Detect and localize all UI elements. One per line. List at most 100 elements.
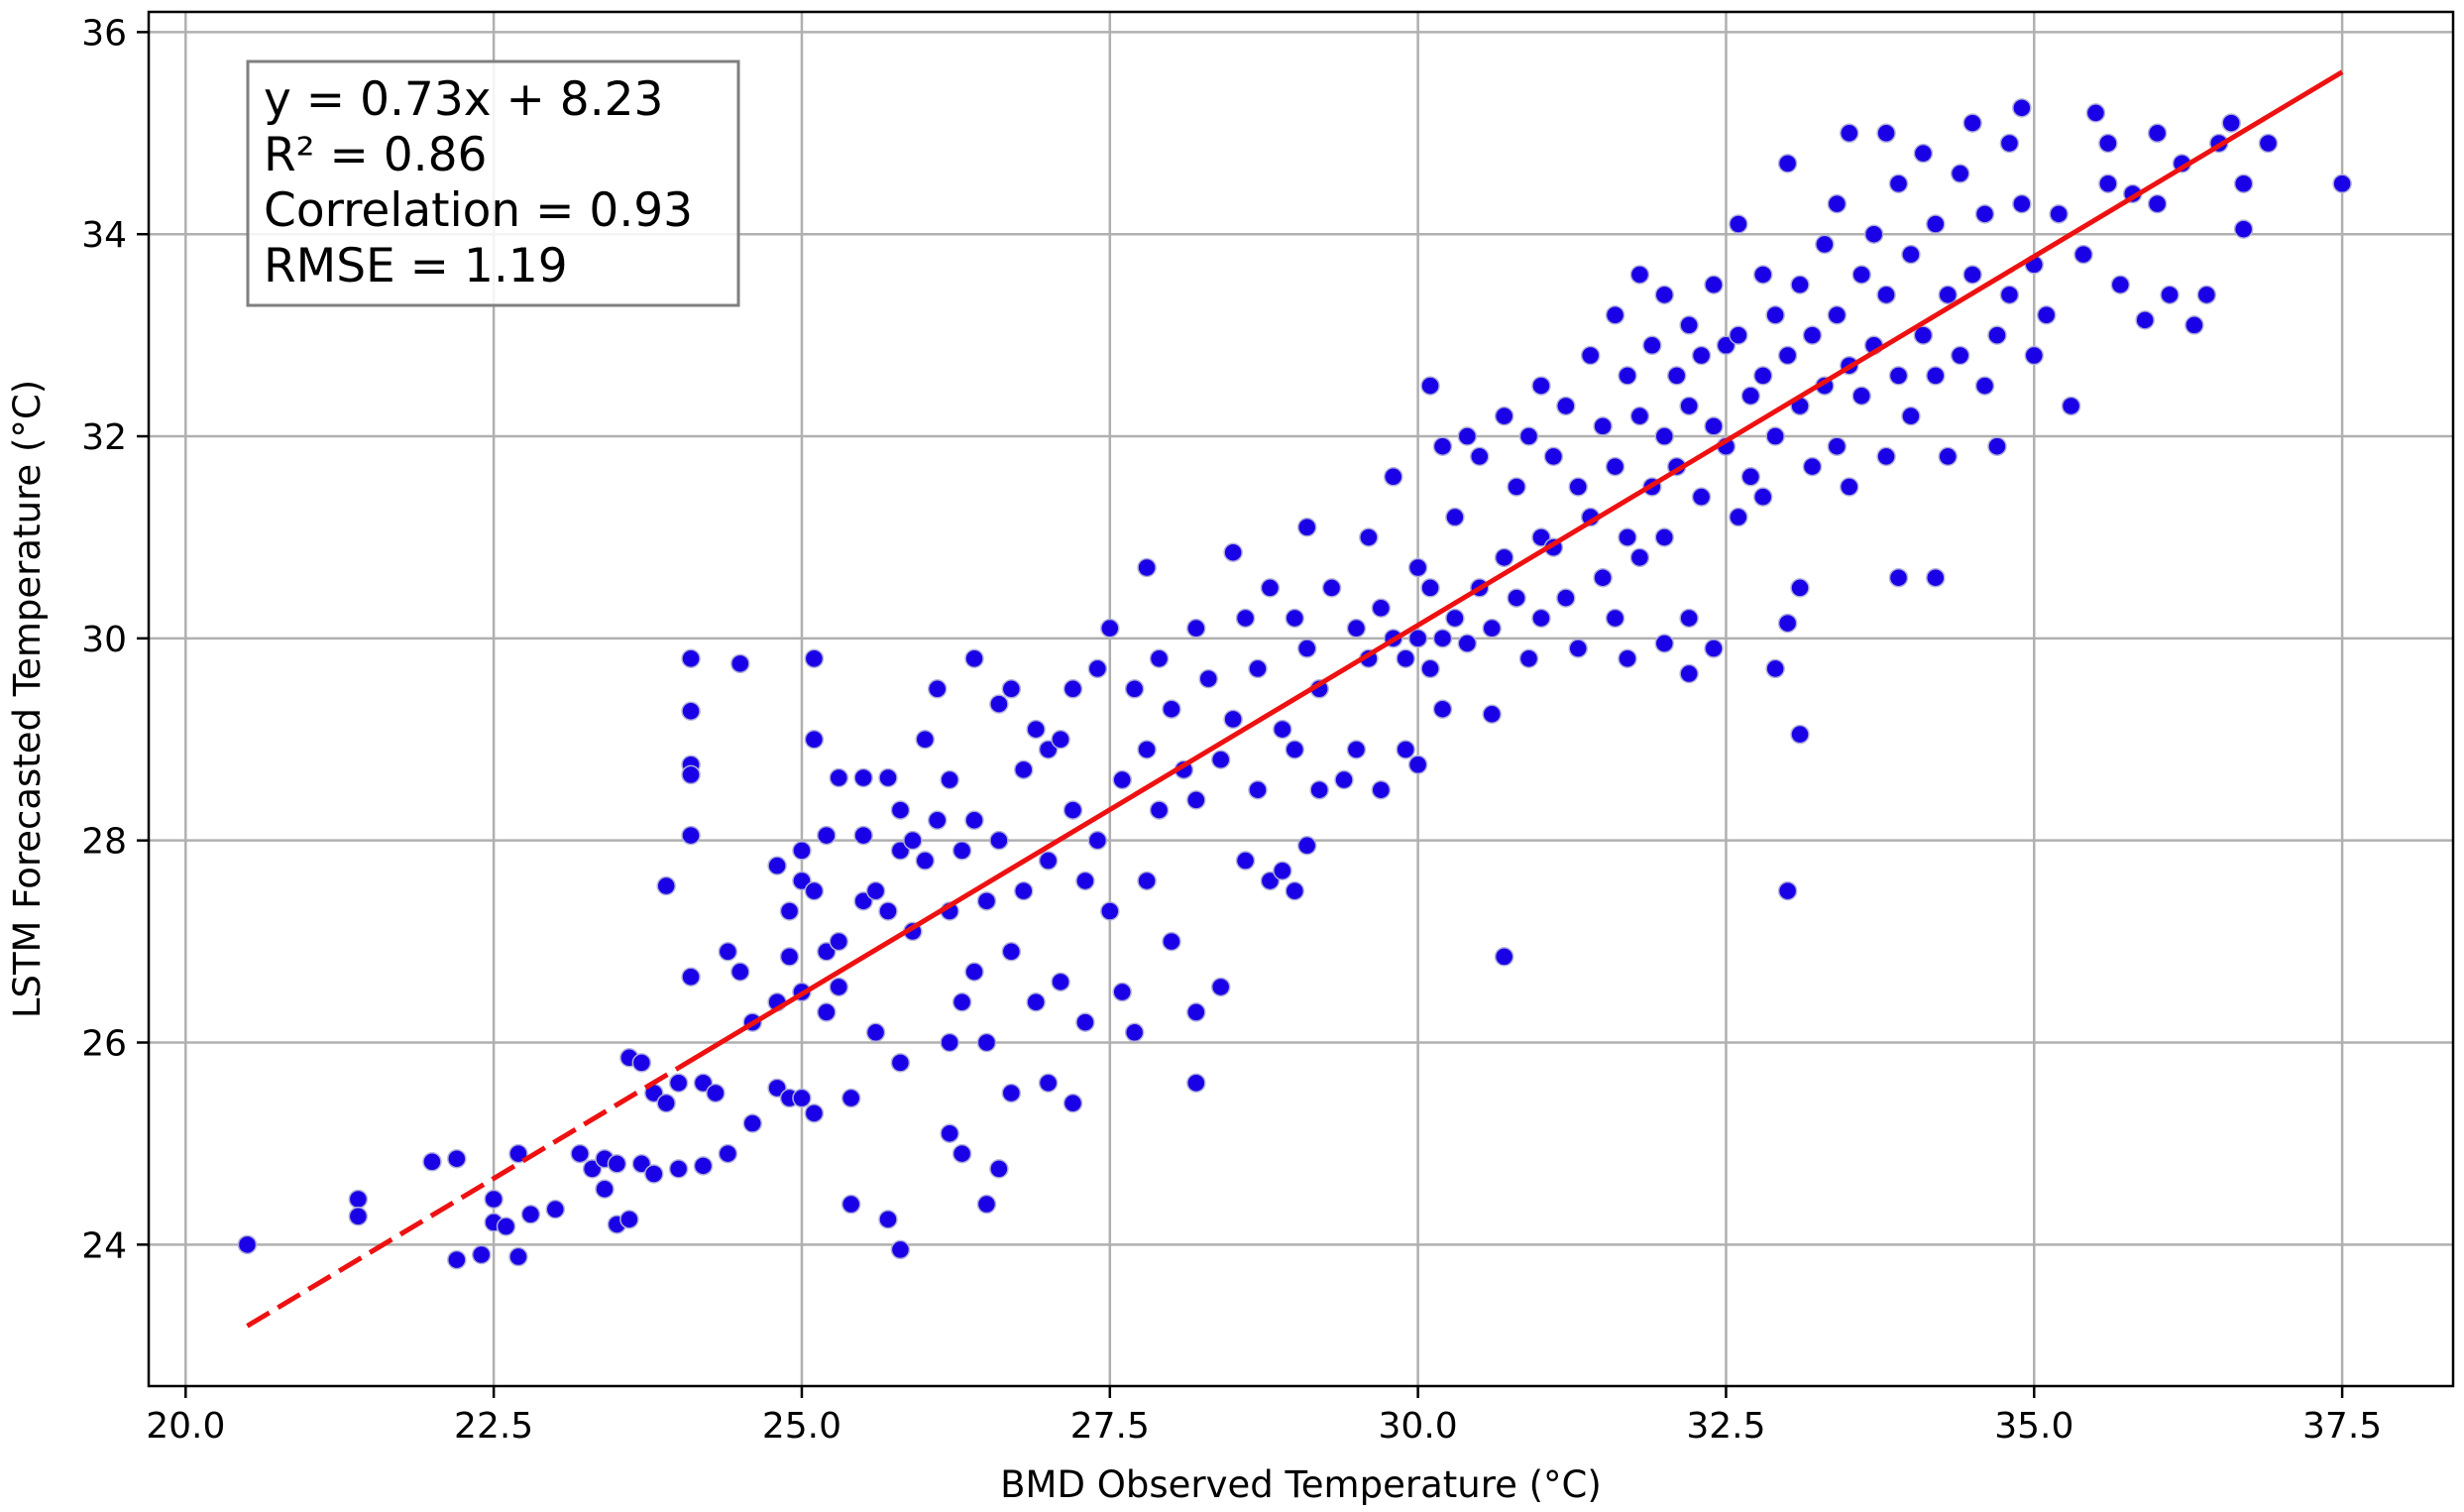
data-point xyxy=(1518,426,1539,446)
x-tick-label: 30.0 xyxy=(1379,1406,1458,1447)
data-point xyxy=(1494,547,1514,568)
data-point xyxy=(1100,901,1120,921)
data-point xyxy=(1851,386,1871,407)
data-point xyxy=(681,764,701,785)
data-point xyxy=(1876,446,1896,467)
data-point xyxy=(1851,265,1871,285)
data-point xyxy=(1001,679,1022,699)
data-point xyxy=(1100,618,1120,639)
data-point xyxy=(2184,315,2204,335)
data-point xyxy=(1162,931,1181,952)
data-point xyxy=(817,942,837,962)
data-point xyxy=(1827,436,1848,456)
data-point xyxy=(1420,658,1440,679)
data-point xyxy=(1790,724,1810,745)
data-point xyxy=(1679,396,1699,416)
data-point xyxy=(1704,275,1724,294)
data-point xyxy=(1926,366,1946,386)
data-point xyxy=(1432,629,1453,648)
data-point xyxy=(1383,467,1403,487)
data-point xyxy=(1445,608,1465,629)
data-point xyxy=(1346,740,1367,759)
data-point xyxy=(1457,634,1478,653)
data-point xyxy=(1001,942,1022,962)
y-tick-label: 36 xyxy=(81,13,127,54)
data-point xyxy=(915,730,936,750)
data-point xyxy=(964,810,984,831)
data-point xyxy=(1186,790,1206,810)
data-point xyxy=(903,830,923,851)
data-point xyxy=(656,875,676,896)
data-point xyxy=(1432,436,1453,456)
data-point xyxy=(1556,396,1576,416)
data-point xyxy=(1420,376,1440,396)
data-point xyxy=(1950,345,1970,366)
data-point xyxy=(1938,285,1958,305)
data-point xyxy=(718,942,738,962)
data-point xyxy=(1001,1083,1022,1104)
data-point xyxy=(2098,174,2118,193)
data-point xyxy=(1704,416,1724,436)
stats-line-r-squared: R² = 0.86 xyxy=(264,128,487,182)
data-point xyxy=(570,1143,590,1164)
data-point xyxy=(792,841,812,861)
data-point xyxy=(1962,265,1982,285)
data-point xyxy=(989,830,1009,851)
data-point xyxy=(2147,123,2168,144)
stats-line-equation: y = 0.73x + 8.23 xyxy=(264,72,663,127)
data-point xyxy=(1507,477,1526,497)
data-point xyxy=(779,901,800,921)
data-point xyxy=(1149,648,1170,668)
data-point xyxy=(2012,193,2032,214)
data-point xyxy=(582,1159,603,1179)
data-point xyxy=(976,1032,997,1053)
regression-line xyxy=(246,69,2344,1329)
data-point xyxy=(681,825,701,846)
data-point xyxy=(1063,679,1083,699)
data-point xyxy=(1531,608,1551,629)
data-point xyxy=(1777,880,1798,901)
data-point xyxy=(1840,477,1859,497)
data-point xyxy=(1420,578,1440,598)
data-point xyxy=(1629,547,1650,568)
data-point xyxy=(1999,133,2020,154)
data-point xyxy=(1777,154,1798,174)
y-tick-label: 32 xyxy=(81,417,127,458)
data-point xyxy=(1729,507,1748,527)
data-point xyxy=(878,767,898,788)
data-point xyxy=(742,1113,762,1133)
data-point xyxy=(1137,740,1157,759)
data-point xyxy=(1014,759,1034,780)
data-point xyxy=(1888,567,1909,588)
data-point xyxy=(607,1154,627,1174)
data-point xyxy=(1568,477,1588,497)
data-point xyxy=(1901,406,1921,426)
data-point xyxy=(1863,224,1884,244)
data-point xyxy=(2196,285,2217,305)
data-point xyxy=(1605,456,1625,477)
y-tick-label: 30 xyxy=(81,620,127,660)
data-point xyxy=(890,841,911,861)
x-tick-label: 32.5 xyxy=(1686,1406,1765,1447)
data-point xyxy=(1802,456,1823,477)
data-point xyxy=(989,1159,1009,1179)
data-point xyxy=(1026,719,1046,740)
data-point xyxy=(1740,467,1761,487)
data-point xyxy=(952,841,972,861)
data-point xyxy=(1913,143,1934,164)
data-point xyxy=(508,1246,528,1267)
data-point xyxy=(2073,244,2093,265)
data-point xyxy=(1618,527,1637,547)
data-point xyxy=(1285,608,1305,629)
data-point xyxy=(840,1194,861,1215)
data-point xyxy=(1507,588,1526,608)
data-point xyxy=(484,1189,504,1210)
x-tick-label: 37.5 xyxy=(2302,1406,2382,1447)
data-point xyxy=(1296,836,1317,856)
data-point xyxy=(1777,345,1798,366)
data-point xyxy=(1629,406,1650,426)
data-point xyxy=(1210,977,1231,997)
data-point xyxy=(718,1143,738,1164)
data-point xyxy=(1888,174,1909,193)
